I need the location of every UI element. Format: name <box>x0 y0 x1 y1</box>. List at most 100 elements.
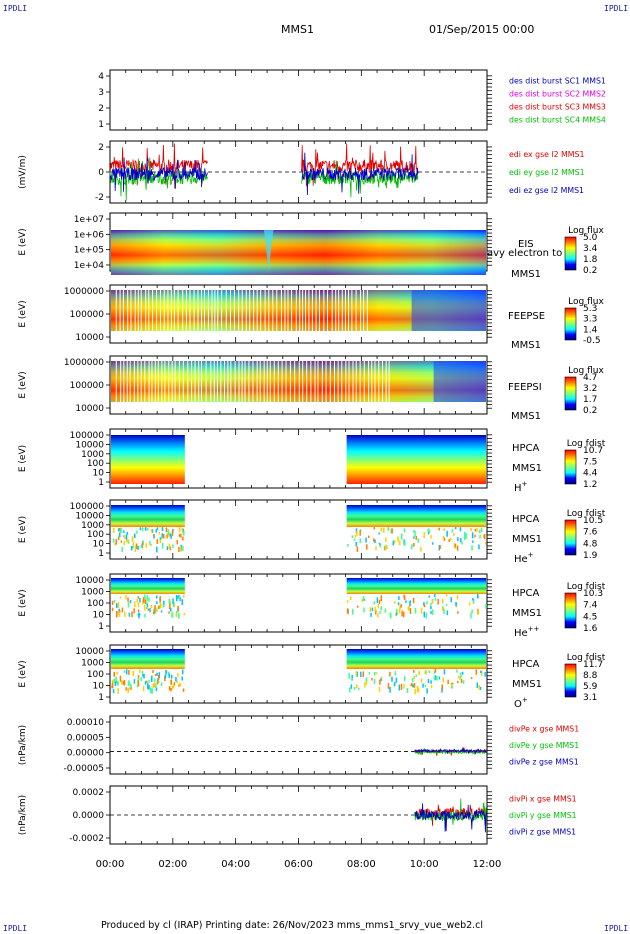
spectrogram-speck <box>422 683 424 688</box>
spectrogram-speck <box>348 687 351 693</box>
spectrogram-speck <box>391 528 393 534</box>
spectrogram-speck <box>454 543 457 548</box>
spectrogram-speck <box>461 541 463 545</box>
spectrogram-speck <box>117 536 120 541</box>
instrument-label: EIS <box>518 239 534 250</box>
time-axis: 00:00 02:00 04:00 06:00 08:00 10:00 12:00 <box>96 859 502 870</box>
spectrogram-speck <box>168 673 170 678</box>
spectrogram-speck <box>394 600 396 604</box>
spectrogram-speck <box>403 528 406 533</box>
spectrogram-speck <box>459 676 461 680</box>
legend-entry: des dist burst SC3 MMS3 <box>509 103 606 112</box>
spectrogram-speck <box>135 543 138 550</box>
spectrogram-speck <box>147 683 149 690</box>
spectrogram-speck <box>377 603 380 609</box>
colorbar-tick-label: 5.3 <box>583 304 597 314</box>
spectrogram-speck <box>152 684 154 688</box>
spectrogram-speck <box>141 670 144 675</box>
colorbar-title: Log flux <box>568 366 604 376</box>
spectrogram-speck <box>443 537 446 541</box>
spectrogram-speck <box>441 684 444 691</box>
spectrogram-speck <box>397 538 400 541</box>
spectrogram-speck <box>476 527 478 532</box>
spectrogram-speck <box>356 546 359 552</box>
spectrogram-speck <box>400 683 403 690</box>
spectrogram-speck <box>159 537 162 540</box>
spectrogram-speck <box>178 684 180 687</box>
spectrogram-speck <box>450 682 453 689</box>
spectrogram-speck <box>142 541 144 545</box>
spectrogram-speck <box>380 606 383 611</box>
spectrogram-speck <box>462 680 465 684</box>
colorbar-tick-label: 1.4 <box>583 325 598 335</box>
spectrogram-speck <box>117 528 120 532</box>
spectrogram-speck <box>397 602 400 606</box>
spectrogram-speck <box>140 544 143 548</box>
spectrogram-speck <box>389 686 391 693</box>
spectrogram-speck <box>475 669 478 675</box>
spectrogram-speck <box>351 674 353 681</box>
spectrogram-speck <box>409 608 412 614</box>
spectrogram-speck <box>179 597 181 602</box>
legend-entry: edi ex gse l2 MMS1 <box>509 150 584 159</box>
spectrogram-speck <box>129 599 132 604</box>
series-line <box>109 143 419 189</box>
spectrogram-speck <box>471 609 473 614</box>
spectrogram-speck <box>460 538 462 543</box>
spectrogram-speck <box>133 533 136 539</box>
spectrogram-speck <box>433 594 436 597</box>
y-tick-label: 10 <box>93 540 105 550</box>
spectrogram-speck <box>181 528 183 531</box>
spectrogram-speck <box>479 534 481 539</box>
spectrogram-speck <box>395 613 397 617</box>
species-label: He++ <box>514 625 540 639</box>
colorbar-tick-label: 8.8 <box>583 671 598 681</box>
spectrogram-speck <box>395 677 398 683</box>
spectrogram-speck <box>155 529 157 533</box>
spectrogram-speck <box>409 601 411 607</box>
spectrogram-speck <box>128 612 131 617</box>
spectrogram-speck <box>158 531 161 535</box>
spectrogram-speck <box>137 609 140 613</box>
spectrogram-speck <box>354 534 357 538</box>
spectrogram-speck <box>456 545 459 551</box>
spectrogram-speck <box>170 534 172 539</box>
spectrogram-speck <box>374 606 376 612</box>
spectrogram-speck <box>143 596 145 603</box>
spectrogram-speck <box>378 686 381 692</box>
y-tick-label: 10000 <box>75 511 104 521</box>
spectrogram-speck <box>117 602 120 608</box>
spectrogram-speck <box>120 527 122 534</box>
spectrogram-speck <box>126 539 128 543</box>
y-axis-label: (nPa/km) <box>18 725 28 765</box>
spectrogram-speck <box>413 669 415 673</box>
spectrogram-speck <box>148 597 150 602</box>
spectrogram-speck <box>178 534 181 537</box>
spectrogram-speck <box>137 612 139 617</box>
spectrogram-speck <box>170 607 172 612</box>
spectrogram-speck <box>149 608 151 613</box>
spectrogram-speck <box>178 546 180 553</box>
spectrogram-speck <box>425 612 427 619</box>
spectrogram-speck <box>167 671 170 676</box>
spectrogram-speck <box>412 597 415 604</box>
spectrogram-speck <box>144 613 146 618</box>
spectrogram-speck <box>145 602 148 605</box>
spectrogram-speck <box>154 604 156 610</box>
spectrogram-speck <box>145 543 148 548</box>
spectrogram-speck <box>406 687 409 693</box>
spectrogram-speck <box>379 610 381 614</box>
spectrogram-speck <box>402 611 405 618</box>
spectrogram-speck <box>394 670 397 676</box>
spectrogram-speck <box>483 534 486 540</box>
spectrogram-speck <box>368 671 371 675</box>
spectrogram-speck <box>116 671 118 675</box>
spectrogram-overlay <box>111 230 486 275</box>
spectrogram-speck <box>355 670 358 677</box>
spectrogram-speck <box>168 611 170 614</box>
spectrogram-speck <box>182 536 184 541</box>
time-tick-label: 04:00 <box>221 859 250 870</box>
colorbar <box>564 592 577 629</box>
spectrogram-speck <box>396 609 398 615</box>
spectrogram-speck <box>145 606 148 610</box>
